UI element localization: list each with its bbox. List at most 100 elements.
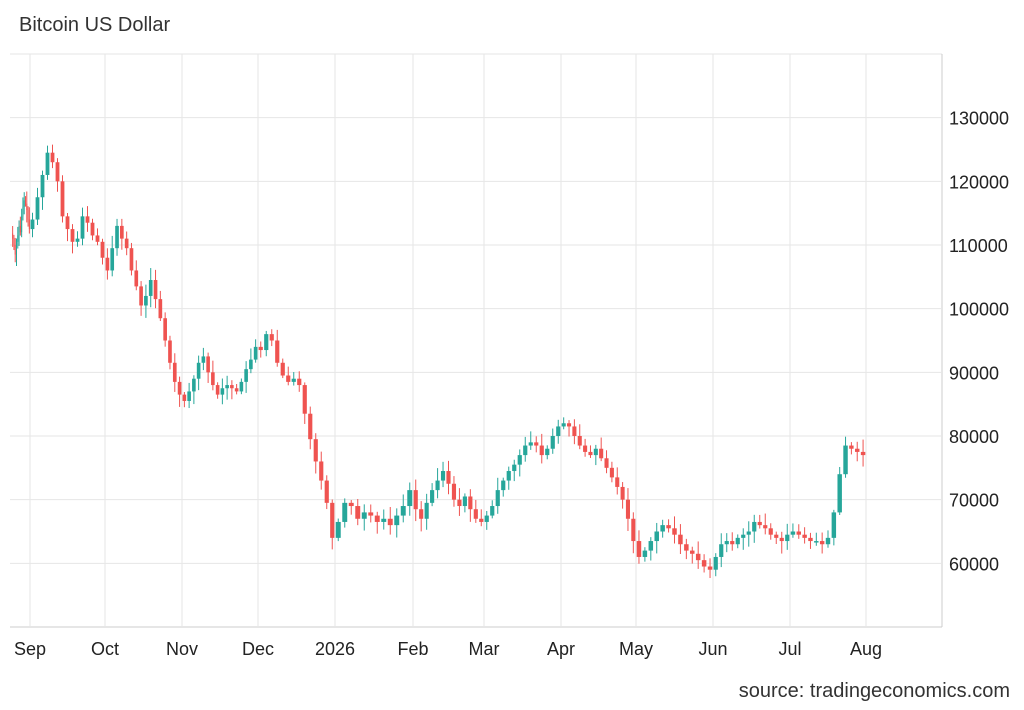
candle-body <box>843 445 848 475</box>
candle <box>534 436 539 453</box>
candle <box>620 482 625 509</box>
candle-body <box>18 225 20 236</box>
candle-body <box>14 245 16 255</box>
x-tick-label: Nov <box>166 639 198 659</box>
candle <box>506 466 511 490</box>
candle-body <box>45 152 50 175</box>
candle <box>275 329 280 367</box>
candle <box>490 500 495 519</box>
candle-body <box>419 509 424 519</box>
candle <box>297 371 302 392</box>
candle-body <box>394 515 400 526</box>
candle-body <box>342 502 348 522</box>
candle <box>27 206 29 227</box>
candle-body <box>730 541 735 545</box>
candle <box>234 383 239 395</box>
candle-body <box>567 423 572 427</box>
candle <box>724 533 729 553</box>
candle-body <box>779 537 784 542</box>
candle-body <box>636 541 642 557</box>
candle <box>831 509 837 546</box>
grid-lines <box>10 53 943 628</box>
candle <box>690 546 695 564</box>
x-tick-label: Aug <box>850 639 882 659</box>
candle <box>70 224 75 254</box>
candle <box>249 348 253 374</box>
candle <box>85 206 90 232</box>
x-tick-label: Jul <box>778 639 801 659</box>
candle <box>741 528 746 550</box>
candle <box>440 461 446 488</box>
candle-body <box>23 200 25 207</box>
candle-body <box>374 515 380 522</box>
candle <box>115 218 119 256</box>
candles-layer <box>12 144 866 579</box>
candle <box>763 513 768 535</box>
candle-body <box>264 334 269 351</box>
candle-body <box>16 241 17 255</box>
candle <box>484 510 489 530</box>
x-axis: Sep Oct Nov Dec 2026 Feb Mar Apr May Jun Jul Aug <box>14 639 882 659</box>
candle <box>19 216 21 236</box>
candle <box>16 238 17 267</box>
y-tick-label: 60000 <box>949 554 999 574</box>
candle-body <box>457 499 462 507</box>
candle-body <box>615 477 620 487</box>
candle-body <box>545 448 550 456</box>
candle-body <box>297 378 302 386</box>
candle-body <box>211 372 215 386</box>
candle-body <box>13 238 15 245</box>
candle <box>220 378 225 405</box>
candle-body <box>368 512 374 516</box>
candle <box>672 516 677 544</box>
candle-body <box>407 490 413 507</box>
candle-body <box>642 550 648 557</box>
candle <box>654 522 659 554</box>
candle-body <box>201 356 206 363</box>
candle <box>264 330 269 357</box>
candle <box>394 508 400 538</box>
candle-body <box>735 537 740 545</box>
x-tick-label: Jun <box>698 639 727 659</box>
candle-body <box>120 225 124 239</box>
candle-body <box>19 225 21 233</box>
candle <box>14 237 16 263</box>
candle-body <box>187 391 191 401</box>
candle <box>825 530 831 548</box>
candle-body <box>724 541 729 545</box>
candle <box>556 419 561 444</box>
candle-body <box>539 445 544 456</box>
candle-body <box>75 238 80 242</box>
candle-body <box>435 480 440 491</box>
candle <box>75 231 80 247</box>
candle <box>808 532 813 549</box>
candle <box>258 341 263 358</box>
candle <box>588 445 593 458</box>
candle <box>211 360 215 391</box>
candle-body <box>100 241 105 258</box>
candle <box>17 226 19 249</box>
candle-body <box>604 458 609 468</box>
candle <box>158 290 163 322</box>
candle <box>473 499 478 523</box>
candle <box>95 228 100 246</box>
x-tick-label: 2026 <box>315 639 355 659</box>
candle-body <box>440 471 446 481</box>
candle-body <box>561 423 566 427</box>
candle-body <box>424 502 429 519</box>
candle <box>105 248 110 280</box>
candle <box>666 519 671 533</box>
candle-body <box>774 534 779 538</box>
candle <box>163 312 167 347</box>
candle-body <box>484 515 489 522</box>
candle <box>291 372 296 386</box>
candle-body <box>695 553 701 561</box>
candle <box>28 207 30 234</box>
candle-body <box>387 518 393 526</box>
candle <box>802 527 807 544</box>
candle <box>609 461 614 483</box>
candle-body <box>713 556 718 570</box>
candle <box>225 375 229 400</box>
candle-body <box>381 518 387 522</box>
candle <box>648 537 654 561</box>
